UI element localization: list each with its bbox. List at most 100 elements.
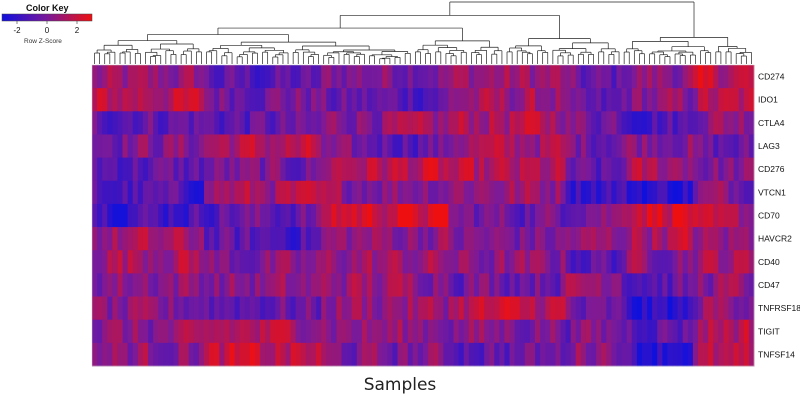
heatmap-cell [641, 157, 648, 182]
heatmap-cell [616, 134, 622, 159]
heatmap-cell [300, 342, 307, 367]
heatmap-cell [585, 227, 592, 251]
heatmap-cell [473, 273, 480, 297]
heatmap-cell [748, 227, 755, 251]
heatmap-cell [107, 342, 113, 367]
heatmap-cell [229, 227, 235, 251]
heatmap-cell [667, 157, 673, 182]
heatmap-cell [183, 342, 190, 367]
heatmap-cell [188, 180, 195, 205]
heatmap-cell [423, 88, 429, 112]
heatmap-cell [514, 227, 521, 251]
row-label: TNFRSF18 [758, 303, 800, 313]
heatmap-cell [479, 65, 485, 89]
heatmap-cell [738, 65, 745, 89]
heatmap-cell [239, 180, 246, 205]
heatmap-cell [321, 250, 327, 274]
heatmap-cell [178, 180, 185, 205]
heatmap-cell [473, 88, 480, 112]
heatmap-cell [662, 134, 668, 159]
heatmap-cell [463, 342, 470, 367]
heatmap-cell [285, 111, 291, 135]
heatmap-cell [596, 157, 602, 182]
heatmap-cell [596, 342, 602, 367]
heatmap-cell [631, 203, 638, 228]
heatmap-cell [682, 134, 689, 159]
heatmap-cell [341, 65, 348, 89]
heatmap-cell [295, 65, 302, 89]
heatmap-cell [193, 111, 200, 135]
heatmap-cell [305, 342, 312, 367]
heatmap-cell [372, 273, 378, 297]
heatmap-cell [524, 319, 531, 344]
heatmap-cell [356, 250, 363, 274]
heatmap-cell [692, 273, 699, 297]
heatmap-cell [545, 319, 551, 344]
heatmap-cell [142, 227, 149, 251]
heatmap-cell [214, 227, 220, 251]
heatmap-cell [489, 65, 495, 89]
heatmap-cell [102, 250, 108, 274]
heatmap-cell [484, 319, 490, 344]
heatmap-cell [621, 342, 628, 367]
heatmap-cell [555, 65, 561, 89]
row-label: TIGIT [758, 326, 780, 336]
heatmap-cell [92, 227, 98, 251]
heatmap-cell [122, 157, 129, 182]
heatmap-cell [148, 134, 154, 159]
heatmap-cell [254, 111, 261, 135]
heatmap-cell [463, 203, 470, 228]
heatmap-cell [392, 203, 398, 228]
heatmap-cell [158, 157, 164, 182]
heatmap-cell [743, 227, 750, 251]
heatmap-cell [703, 65, 709, 89]
heatmap-cell [392, 88, 398, 112]
heatmap-cell [392, 250, 398, 274]
heatmap-cell [438, 319, 444, 344]
heatmap-cell [366, 65, 373, 89]
heatmap-cell [112, 319, 118, 344]
heatmap-cell [290, 227, 297, 251]
heatmap-cell [270, 273, 276, 297]
heatmap-cell [423, 203, 429, 228]
heatmap-cell [463, 157, 470, 182]
heatmap-cell [249, 227, 256, 251]
heatmap-cell [560, 157, 566, 182]
heatmap-cell [305, 227, 312, 251]
heatmap-cell [708, 250, 714, 274]
heatmap-cell [234, 296, 241, 321]
heatmap-cell [377, 157, 383, 182]
heatmap-cell [545, 342, 551, 367]
heatmap-cell [494, 134, 500, 159]
heatmap-cell [234, 180, 241, 205]
heatmap-cell [448, 134, 454, 159]
heatmap-cell [652, 273, 658, 297]
heatmap-cell [244, 111, 251, 135]
heatmap-cell [667, 296, 673, 321]
heatmap-cell [265, 250, 271, 274]
heatmap-cell [423, 319, 429, 344]
heatmap-cell [361, 227, 368, 251]
heatmap-cell [443, 88, 449, 112]
heatmap-cell [728, 227, 735, 251]
heatmap-cell [468, 273, 475, 297]
heatmap-cell [708, 134, 714, 159]
heatmap-cell [667, 88, 673, 112]
heatmap-cell [219, 180, 225, 205]
heatmap-cell [514, 319, 521, 344]
heatmap-cell [540, 203, 546, 228]
heatmap-cell [468, 296, 475, 321]
heatmap-cell [407, 111, 414, 135]
heatmap-cell [112, 180, 118, 205]
heatmap-cell [550, 157, 556, 182]
heatmap-cell [351, 134, 358, 159]
heatmap-cell [748, 65, 755, 89]
heatmap-cell [499, 134, 505, 159]
heatmap-cell [641, 180, 648, 205]
heatmap-cell [148, 250, 154, 274]
heatmap-cell [458, 273, 465, 297]
heatmap-cell [453, 319, 460, 344]
heatmap-cell [407, 273, 414, 297]
heatmap-cell [204, 273, 210, 297]
color-key-label: Row Z-Score [24, 38, 62, 45]
